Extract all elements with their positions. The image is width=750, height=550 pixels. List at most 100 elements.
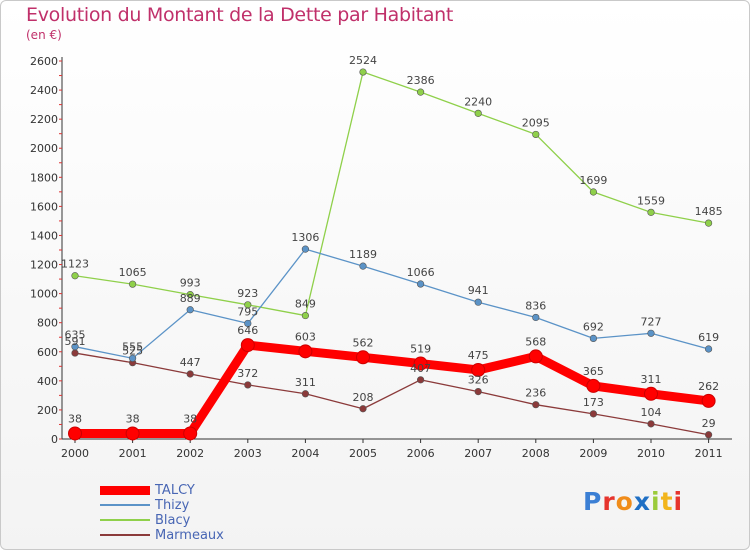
- data-point: [417, 88, 425, 96]
- chart-title: Evolution du Montant de la Dette par Hab…: [26, 4, 454, 26]
- data-point: [701, 393, 716, 408]
- y-tick-label: 2200: [30, 113, 58, 126]
- data-point: [474, 388, 482, 396]
- data-label: 795: [237, 305, 258, 318]
- x-tick-label: 2009: [579, 447, 607, 460]
- x-tick-label: 2005: [349, 447, 377, 460]
- data-point: [298, 344, 313, 359]
- data-label: 941: [468, 284, 489, 297]
- data-label: 2386: [407, 74, 435, 87]
- x-tick-label: 2010: [637, 447, 665, 460]
- data-label: 2095: [522, 116, 550, 129]
- data-label: 1485: [695, 205, 723, 218]
- legend-swatch: [100, 504, 150, 506]
- x-tick-label: 2000: [61, 447, 89, 460]
- data-label: 2240: [464, 95, 492, 108]
- data-point: [417, 280, 425, 288]
- data-point: [244, 301, 252, 309]
- logo-letter: x: [633, 487, 651, 516]
- data-label: 38: [183, 412, 197, 425]
- data-point: [244, 319, 252, 328]
- data-label: 923: [237, 287, 258, 300]
- data-label: 447: [180, 356, 201, 369]
- x-tick-label: 2011: [695, 447, 723, 460]
- logo-letter: o: [615, 487, 634, 516]
- data-label: 591: [65, 335, 86, 348]
- data-point: [186, 306, 194, 314]
- data-point: [356, 350, 370, 365]
- x-tick-label: 2006: [407, 447, 435, 460]
- data-label: 603: [295, 330, 316, 343]
- data-label: 1699: [579, 174, 607, 187]
- data-point: [359, 68, 367, 76]
- data-point: [125, 426, 140, 441]
- legend-label: Thizy: [155, 498, 190, 513]
- y-tick-label: 400: [37, 375, 58, 388]
- data-label: 646: [237, 324, 258, 337]
- data-point: [704, 345, 713, 353]
- data-point: [532, 130, 540, 139]
- data-label: 692: [583, 320, 604, 333]
- y-tick-label: 800: [37, 317, 58, 330]
- data-point: [647, 420, 655, 428]
- data-label: 635: [65, 329, 86, 342]
- data-point: [359, 262, 367, 270]
- data-label: 836: [525, 299, 546, 312]
- logo-letter: r: [602, 487, 616, 516]
- y-tick-label: 2400: [30, 84, 58, 97]
- y-tick-label: 1800: [30, 171, 58, 184]
- series-line-talcy: [70, 340, 714, 438]
- y-tick-label: 1400: [30, 229, 58, 242]
- data-label: 727: [641, 315, 662, 328]
- data-label: 568: [525, 335, 546, 348]
- data-label: 1189: [349, 248, 377, 261]
- legend-label: Blacy: [155, 513, 191, 528]
- data-label: 407: [410, 362, 431, 375]
- data-point: [240, 338, 255, 353]
- x-tick-label: 2003: [234, 447, 262, 460]
- data-label: 38: [126, 412, 140, 425]
- series-line-blacy: [74, 71, 710, 317]
- data-label: 38: [68, 412, 82, 425]
- data-label: 236: [525, 387, 546, 400]
- data-label: 29: [702, 417, 716, 430]
- x-tick-label: 2004: [291, 447, 319, 460]
- data-point: [586, 378, 601, 393]
- data-label: 525: [122, 345, 143, 358]
- series-line-marmeaux: [74, 352, 710, 436]
- data-label: 519: [410, 343, 431, 356]
- data-point: [71, 343, 79, 351]
- data-label: 2524: [349, 54, 377, 67]
- data-label: 311: [641, 373, 662, 386]
- data-point: [474, 298, 482, 306]
- x-tick-label: 2008: [522, 447, 550, 460]
- data-label: 619: [698, 331, 719, 344]
- data-point: [704, 431, 713, 439]
- data-label: 1066: [407, 266, 435, 279]
- legend-label: Marmeaux: [155, 528, 224, 543]
- data-label: 104: [641, 406, 662, 419]
- logo-letter: i: [651, 487, 661, 516]
- data-label: 173: [583, 396, 604, 409]
- data-point: [704, 219, 713, 227]
- data-label: 849: [295, 298, 316, 311]
- legend-swatch: [100, 534, 150, 536]
- y-tick-label: 0: [51, 433, 58, 446]
- data-label: 1559: [637, 194, 665, 207]
- x-tick-label: 2007: [464, 447, 492, 460]
- data-point: [413, 356, 428, 371]
- y-tick-label: 1000: [30, 288, 58, 301]
- data-point: [301, 390, 310, 398]
- logo-letter: t: [660, 487, 674, 516]
- data-point: [71, 272, 79, 280]
- y-tick-label: 1600: [30, 200, 58, 213]
- data-label: 326: [468, 374, 489, 387]
- data-point: [471, 362, 486, 377]
- data-point: [68, 426, 82, 441]
- data-point: [186, 370, 194, 378]
- data-point: [301, 311, 310, 320]
- data-point: [183, 426, 198, 441]
- data-point: [301, 245, 310, 253]
